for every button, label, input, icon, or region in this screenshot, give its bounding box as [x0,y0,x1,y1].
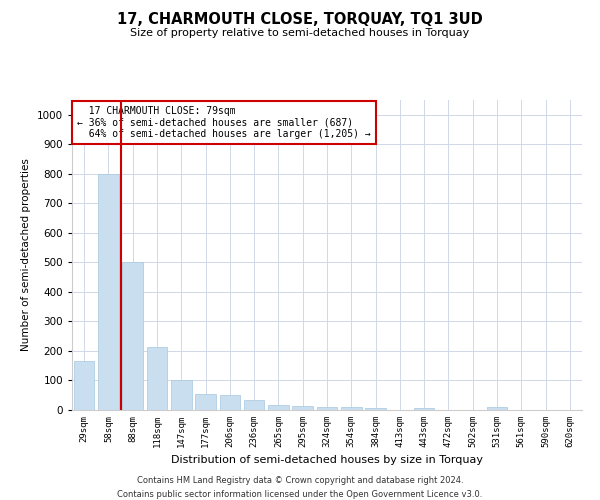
Bar [268,404,289,410]
Bar [317,407,337,410]
Bar [74,362,94,410]
Text: Size of property relative to semi-detached houses in Torquay: Size of property relative to semi-detach… [130,28,470,38]
Bar [98,174,119,410]
Bar [122,262,143,410]
Bar [146,346,167,410]
Bar [341,407,362,410]
Text: Contains public sector information licensed under the Open Government Licence v3: Contains public sector information licen… [118,490,482,499]
Bar [365,408,386,410]
Bar [244,400,265,410]
Bar [487,407,508,410]
Bar [414,408,434,410]
Bar [220,394,240,410]
Bar [292,406,313,410]
Bar [171,380,191,410]
Text: 17, CHARMOUTH CLOSE, TORQUAY, TQ1 3UD: 17, CHARMOUTH CLOSE, TORQUAY, TQ1 3UD [117,12,483,28]
Text: Contains HM Land Registry data © Crown copyright and database right 2024.: Contains HM Land Registry data © Crown c… [137,476,463,485]
Text: 17 CHARMOUTH CLOSE: 79sqm
← 36% of semi-detached houses are smaller (687)
  64% : 17 CHARMOUTH CLOSE: 79sqm ← 36% of semi-… [77,106,371,140]
X-axis label: Distribution of semi-detached houses by size in Torquay: Distribution of semi-detached houses by … [171,456,483,466]
Bar [195,394,216,410]
Y-axis label: Number of semi-detached properties: Number of semi-detached properties [21,158,31,352]
